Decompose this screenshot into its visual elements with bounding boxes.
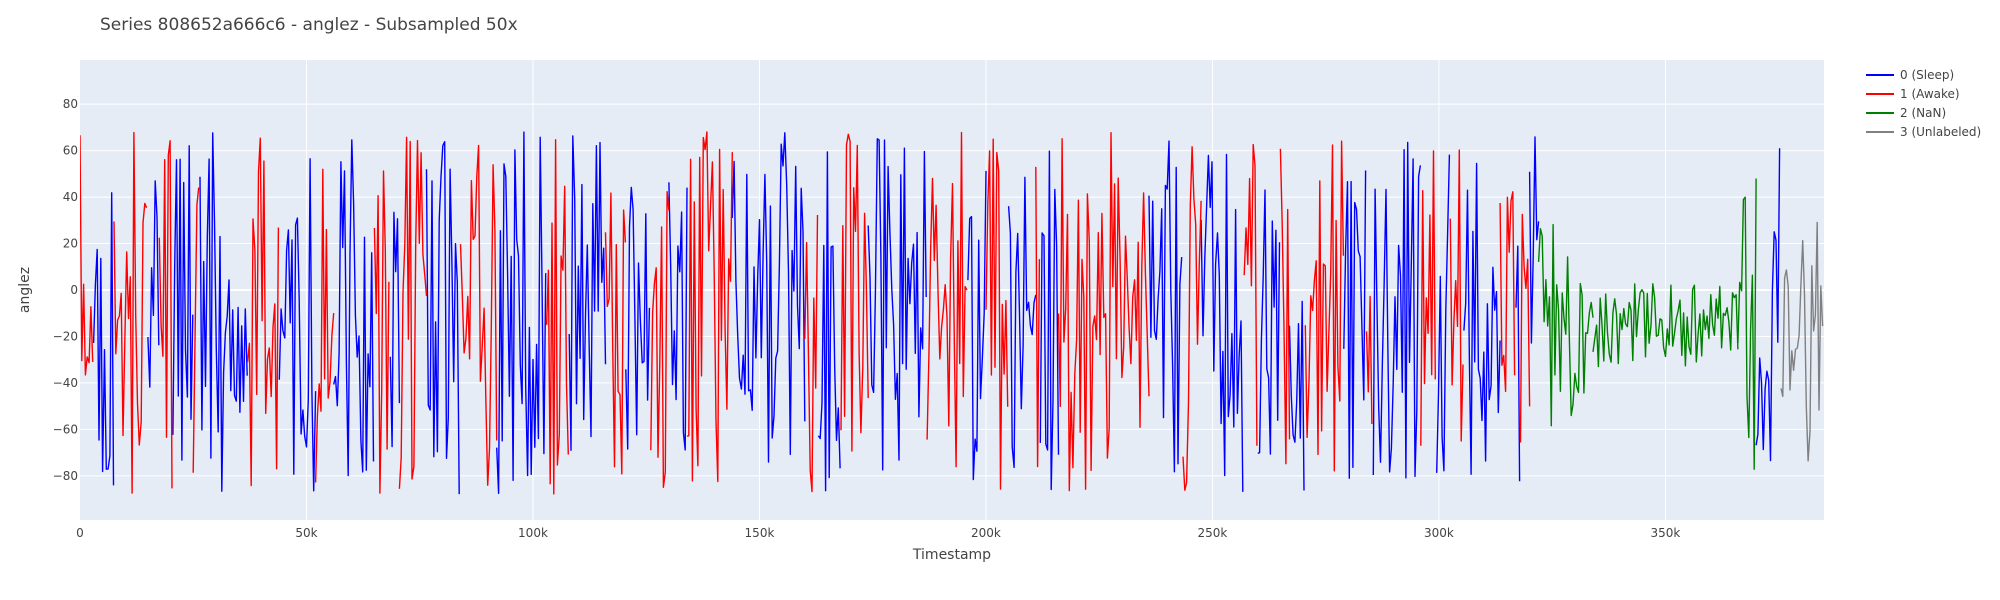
- series-line-1: [804, 214, 819, 493]
- series-line-1: [1420, 150, 1436, 446]
- series-line-0: [333, 139, 375, 477]
- series-line-0: [1436, 154, 1451, 473]
- series-line-0: [1463, 162, 1501, 475]
- y-tick-label: 20: [63, 237, 78, 251]
- x-tick-label: 150k: [745, 526, 775, 540]
- series-line-1: [192, 187, 200, 473]
- series-line-1: [158, 140, 173, 489]
- series-line-1: [840, 133, 869, 452]
- series-line-1: [1304, 140, 1345, 472]
- chart-title: Series 808652a666c6 - anglez - Subsample…: [100, 15, 518, 35]
- series-line-0: [1148, 140, 1183, 473]
- series-line-0: [278, 158, 317, 492]
- series-line-0: [568, 135, 607, 451]
- series-line-1: [1243, 143, 1258, 446]
- series-line-1: [113, 131, 148, 494]
- series-line-1: [545, 139, 569, 495]
- series-line-1: [926, 131, 968, 468]
- series-line-1: [650, 191, 670, 488]
- y-tick-label: −80: [53, 469, 78, 483]
- series-line-1: [398, 136, 428, 489]
- series-line-0: [147, 180, 160, 388]
- series-line-0: [1372, 141, 1422, 479]
- y-axis-title: anglez: [17, 267, 33, 313]
- series-line-0: [668, 182, 688, 451]
- series-line-2: [1592, 283, 1739, 368]
- series-line-1: [246, 137, 280, 487]
- series-line-0: [967, 170, 987, 481]
- series-line-0: [92, 192, 115, 486]
- legend-label: 3 (Unlabeled): [1900, 125, 1981, 139]
- series-line-0: [1288, 300, 1305, 491]
- y-tick-label: 80: [63, 97, 78, 111]
- y-tick-label: −60: [53, 422, 78, 436]
- series-line-0: [731, 132, 806, 463]
- x-tick-label: 50k: [295, 526, 317, 540]
- series-line-0: [1515, 245, 1521, 482]
- series-line-0: [817, 151, 841, 492]
- x-tick-label: 300k: [1424, 526, 1454, 540]
- series-line-1: [686, 131, 733, 483]
- y-tick-label: −40: [53, 376, 78, 390]
- series-line-1: [604, 192, 627, 475]
- series-line-1: [1499, 191, 1516, 393]
- series-line-0: [625, 186, 651, 450]
- series-line-0: [1343, 170, 1367, 479]
- x-tick-label: 200k: [971, 526, 1001, 540]
- legend-label: 2 (NaN): [1900, 106, 1946, 120]
- series-line-0: [1755, 148, 1781, 462]
- series-line-1: [1449, 149, 1464, 442]
- series-line-0: [867, 138, 927, 471]
- x-tick-label: 250k: [1198, 526, 1228, 540]
- series-line-2: [1537, 223, 1594, 427]
- y-tick-label: −20: [53, 329, 78, 343]
- series-line-1: [459, 144, 498, 486]
- series-line-1: [314, 168, 335, 483]
- y-tick-label: 40: [63, 190, 78, 204]
- series-line-1: [985, 138, 1009, 490]
- series-line-0: [172, 145, 194, 461]
- series-line-0: [1200, 153, 1244, 492]
- series-line-1: [373, 170, 390, 494]
- series-line-0: [199, 132, 248, 492]
- series-line-1: [1365, 295, 1373, 425]
- x-tick-label: 350k: [1651, 526, 1681, 540]
- x-axis-title: Timestamp: [912, 547, 991, 563]
- legend-label: 0 (Sleep): [1900, 68, 1954, 82]
- series-line-1: [1519, 213, 1531, 443]
- series-line-1: [80, 135, 94, 376]
- y-tick-label: 0: [70, 283, 78, 297]
- series-line-1: [1035, 166, 1041, 468]
- series-line-0: [1039, 150, 1060, 491]
- series-line-0: [425, 141, 460, 495]
- series-line-1: [1279, 148, 1291, 465]
- series-line-1: [1057, 132, 1150, 492]
- series-line-1: [1182, 146, 1202, 491]
- series-line-0: [389, 211, 401, 448]
- series-line-2: [1737, 178, 1757, 470]
- series-line-0: [1007, 176, 1037, 469]
- series-line-0: [1528, 136, 1540, 344]
- legend-label: 1 (Awake): [1900, 87, 1960, 101]
- y-tick-label: 60: [63, 144, 78, 158]
- series-line-0: [1257, 189, 1281, 455]
- x-tick-label: 0: [76, 526, 84, 540]
- series-line-0: [496, 131, 547, 495]
- series-layer: [80, 131, 1824, 495]
- legend: 0 (Sleep) 1 (Awake) 2 (NaN) 3 (Unlabeled): [1866, 68, 1981, 139]
- series-line-3: [1780, 221, 1824, 462]
- x-tick-label: 100k: [518, 526, 548, 540]
- tick-layer: 0 50k 100k 150k 200k 250k 300k 350k −80 −60 −40 −20…: [53, 97, 1681, 540]
